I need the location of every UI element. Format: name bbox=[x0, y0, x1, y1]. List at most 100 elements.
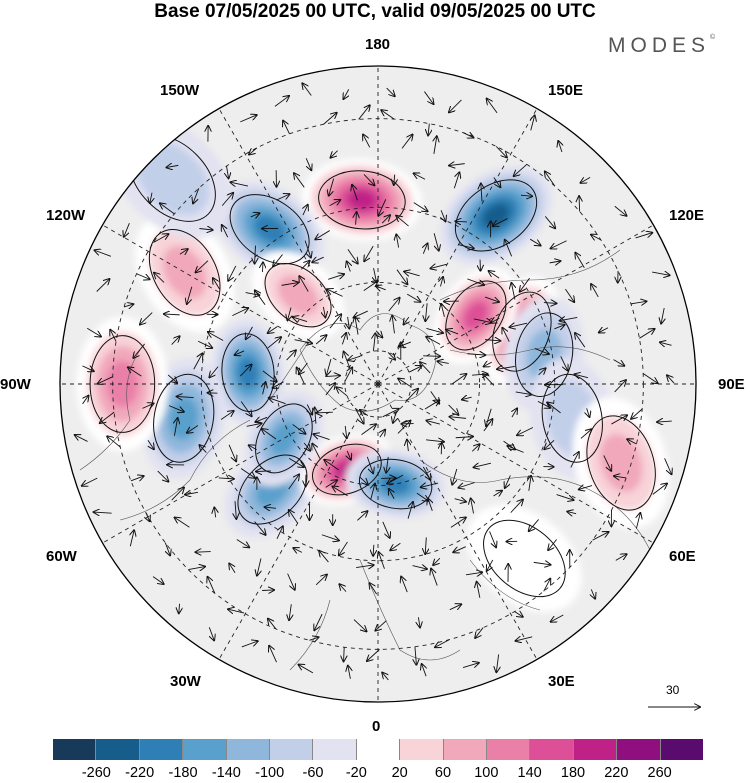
wind-arrow-icon-265 bbox=[407, 502, 413, 519]
wind-arrow-icon-383 bbox=[420, 362, 431, 374]
wind-arrow-icon-362 bbox=[437, 361, 449, 363]
wind-arrow-icon-230 bbox=[493, 491, 503, 496]
wind-arrow-icon-3 bbox=[496, 654, 498, 672]
lon-label-150w: 150W bbox=[160, 82, 200, 99]
wind-arrow-icon-346 bbox=[293, 317, 308, 322]
wind-arrow-icon-217 bbox=[187, 425, 199, 433]
anomaly-blob-16-level-2 bbox=[599, 433, 643, 493]
wind-arrow-icon-135 bbox=[175, 518, 190, 528]
wind-arrow-icon-174 bbox=[168, 405, 184, 412]
wind-arrow-icon-159 bbox=[481, 184, 482, 202]
wind-arrow-icon-103 bbox=[567, 512, 577, 514]
wind-arrow-icon-52 bbox=[514, 612, 523, 617]
wind-arrow-icon-212 bbox=[213, 278, 220, 290]
wind-arrow-icon-79 bbox=[153, 234, 168, 243]
wind-arrow-icon-293 bbox=[256, 471, 271, 472]
colorbar bbox=[53, 739, 704, 760]
wind-arrow-icon-74 bbox=[283, 121, 290, 135]
wind-arrow-icon-109 bbox=[599, 328, 609, 333]
wind-arrow-icon-117 bbox=[434, 136, 437, 154]
wind-arrow-icon-297 bbox=[357, 511, 367, 521]
wind-arrow-icon-360 bbox=[448, 404, 459, 415]
wind-arrow-icon-284 bbox=[301, 261, 309, 270]
wind-arrow-icon-173 bbox=[167, 374, 177, 383]
wind-arrow-icon-136 bbox=[195, 552, 211, 553]
wind-arrow-icon-143 bbox=[431, 569, 438, 586]
wind-arrow-icon-361 bbox=[451, 374, 467, 385]
contour-15 bbox=[541, 373, 603, 463]
wind-arrow-icon-244 bbox=[381, 215, 390, 224]
wind-arrow-icon-378 bbox=[380, 430, 385, 438]
wind-arrow-icon-199 bbox=[520, 277, 530, 291]
wind-arrow-icon-37 bbox=[83, 396, 89, 405]
wind-arrow-icon-106 bbox=[611, 415, 627, 425]
wind-arrow-icon-131 bbox=[142, 403, 153, 408]
wind-arrow-icon-152 bbox=[575, 374, 589, 377]
wind-arrow-icon-407 bbox=[336, 387, 348, 397]
wind-arrow-icon-292 bbox=[249, 445, 257, 449]
wind-arrow-icon-301 bbox=[452, 468, 457, 485]
wind-arrow-icon-57 bbox=[614, 476, 627, 478]
wind-arrow-icon-19 bbox=[558, 141, 562, 153]
wind-arrow-icon-155 bbox=[565, 288, 574, 302]
wind-arrow-icon-93 bbox=[309, 637, 318, 640]
wind-arrow-icon-49 bbox=[415, 646, 416, 665]
wind-arrow-icon-177 bbox=[185, 492, 199, 494]
wind-arrow-icon-156 bbox=[549, 261, 561, 263]
wind-arrow-icon-225 bbox=[356, 565, 373, 568]
wind-arrow-icon-123 bbox=[230, 182, 249, 186]
wind-arrow-icon-118 bbox=[401, 135, 413, 149]
wind-arrow-icon-368 bbox=[348, 316, 350, 329]
wind-arrow-icon-125 bbox=[199, 229, 212, 231]
wind-arrow-icon-395 bbox=[361, 424, 376, 436]
wind-arrow-icon-101 bbox=[533, 562, 551, 564]
colorbar-swatch-9 bbox=[443, 739, 488, 760]
wind-arrow-icon-331 bbox=[422, 466, 430, 480]
wind-arrow-icon-330 bbox=[387, 474, 404, 484]
wind-arrow-icon-306 bbox=[484, 362, 492, 366]
wind-arrow-icon-329 bbox=[381, 478, 395, 479]
wind-arrow-icon-282 bbox=[347, 249, 358, 263]
wind-arrow-icon-77 bbox=[193, 188, 200, 203]
wind-arrow-icon-274 bbox=[502, 328, 510, 342]
wind-arrow-icon-399 bbox=[398, 379, 412, 388]
wind-arrow-icon-86 bbox=[130, 476, 144, 481]
lon-label-120e: 120E bbox=[669, 207, 705, 224]
wind-arrow-icon-270 bbox=[503, 440, 516, 449]
wind-arrow-icon-339 bbox=[441, 304, 444, 317]
wind-arrow-icon-312 bbox=[396, 269, 407, 285]
wind-arrow-icon-55 bbox=[592, 532, 609, 541]
anomaly-blob-1-level-5 bbox=[347, 189, 377, 210]
wind-arrow-icon-12 bbox=[667, 375, 675, 384]
map-boundary bbox=[59, 65, 697, 703]
wind-arrow-icon-13 bbox=[660, 342, 672, 345]
wind-arrow-icon-171 bbox=[164, 314, 180, 315]
wind-arrow-icon-132 bbox=[147, 439, 154, 449]
colorbar-tick-label: -20 bbox=[345, 765, 367, 781]
wind-arrow-icon-281 bbox=[364, 245, 374, 261]
wind-arrow-icon-16 bbox=[635, 233, 653, 239]
wind-arrow-icon-188 bbox=[453, 546, 466, 553]
wind-arrow-icon-162 bbox=[394, 174, 395, 185]
wind-arrow-icon-205 bbox=[378, 199, 387, 215]
brand-mark: © bbox=[710, 34, 716, 41]
wind-arrow-icon-196 bbox=[560, 356, 568, 370]
colorbar-swatch-11 bbox=[530, 739, 574, 760]
wind-arrow-icon-320 bbox=[262, 370, 277, 382]
colorbar-labels: -260 -220 -180 -140 -100 -60 -20 20 60 100 140 180 2… bbox=[0, 765, 750, 783]
wind-arrow-icon-231 bbox=[505, 475, 511, 488]
wind-arrow-icon-260 bbox=[289, 510, 299, 524]
wind-arrow-icon-246 bbox=[315, 230, 330, 240]
wind-arrow-icon-397 bbox=[393, 411, 397, 423]
wind-arrow-icon-386 bbox=[392, 316, 394, 334]
wind-arrow-icon-5 bbox=[551, 614, 564, 622]
wind-arrow-icon-302 bbox=[471, 444, 479, 452]
colorbar-tick-label: 220 bbox=[604, 765, 629, 781]
wind-arrow-icon-215 bbox=[193, 354, 203, 370]
wind-arrow-icon-405 bbox=[344, 352, 350, 368]
wind-arrow-icon-198 bbox=[543, 303, 556, 304]
wind-arrow-icon-403 bbox=[373, 333, 375, 352]
map-title: Base 07/05/2025 00 UTC, valid 09/05/2025… bbox=[154, 1, 596, 22]
wind-arrow-icon-182 bbox=[315, 575, 327, 586]
wind-arrow-icon-242 bbox=[433, 233, 439, 250]
